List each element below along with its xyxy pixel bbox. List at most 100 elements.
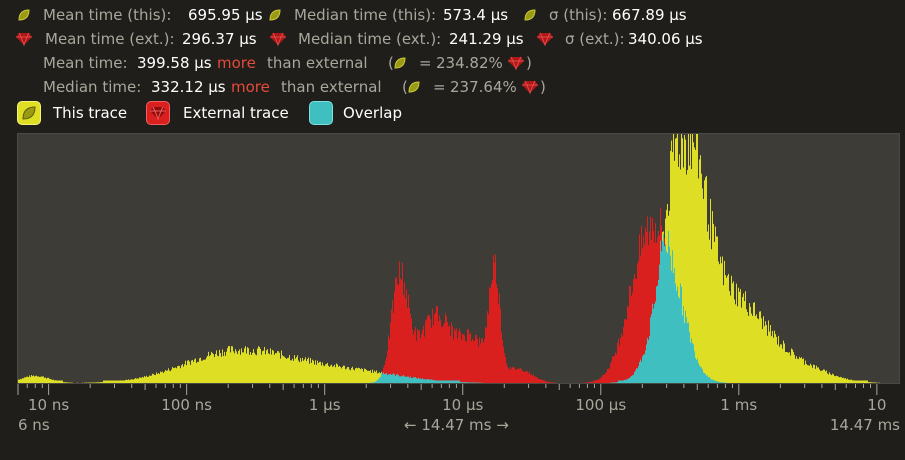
bar-overlap [386,373,387,383]
bar-external [468,329,469,383]
bar-external [642,248,643,383]
bar-this [338,366,339,383]
bar-this [46,378,47,383]
bar-this [683,167,684,383]
bar-overlap [429,379,430,383]
bar-this [191,360,192,383]
bar-this [741,307,742,383]
legend-overlap-swatch[interactable] [309,101,333,125]
bar-external [520,367,521,383]
bar-overlap [686,317,687,383]
bar-this [99,382,100,383]
series-this-trace [18,134,880,383]
bar-external [593,381,594,383]
bar-this [328,365,329,383]
bar-this [138,378,139,383]
bar-overlap [640,359,641,383]
bar-this [775,334,776,383]
bar-overlap [692,343,693,383]
bar-this [110,380,111,383]
bar-overlap [409,377,410,383]
bar-this [797,358,798,383]
bar-external [470,332,471,383]
bar-overlap [639,361,640,383]
bar-external [512,366,513,383]
bar-this [730,295,731,383]
bar-overlap [419,378,420,383]
bar-this [783,340,784,383]
bar-overlap [458,380,459,383]
leaf-icon [22,106,36,120]
bar-external [591,381,592,383]
bar-this [745,291,746,383]
bar-this [251,354,252,383]
bar-this [186,365,187,383]
bar-external [521,369,522,383]
bar-this [95,382,96,383]
bar-overlap [700,366,701,383]
bar-this [262,351,263,383]
bar-this [280,358,281,383]
bar-this [256,355,257,383]
bar-this [769,331,770,383]
bar-overlap [708,377,709,383]
bar-this [120,380,121,383]
bar-overlap [647,337,648,383]
mean-diff-label: Mean time: [43,54,128,72]
bar-external [519,368,520,383]
bar-external [451,321,452,383]
bar-this [784,343,785,383]
bar-this [870,382,871,383]
bar-this [861,380,862,383]
bar-external [486,327,487,383]
bar-this [739,291,740,383]
bar-this [37,376,38,383]
bar-this [766,325,767,383]
bar-this [145,376,146,383]
bar-overlap [634,371,635,383]
bar-this [107,380,108,383]
bar-overlap [430,379,431,383]
bar-this [39,376,40,383]
bar-this [208,351,209,383]
bar-overlap [685,310,686,383]
bar-external [464,335,465,383]
bar-this [153,373,154,383]
bar-external [602,374,603,383]
bar-overlap [439,380,440,383]
bar-this [113,380,114,383]
bar-this [19,379,20,383]
bar-this [41,376,42,383]
bar-this [852,380,853,383]
bar-this [704,180,705,383]
bar-overlap [694,351,695,383]
bar-this [341,368,342,383]
bar-this [279,352,280,383]
bar-overlap [447,380,448,383]
legend-this-swatch[interactable] [17,101,41,125]
bar-overlap [651,313,652,383]
bar-this [55,380,56,383]
bar-this [748,315,749,383]
legend-external-swatch[interactable] [146,101,170,125]
bar-overlap [618,380,619,383]
bar-external [634,274,635,383]
bar-overlap [697,358,698,383]
x-tick-label: 10 μs [442,396,484,414]
bar-this [845,378,846,383]
bar-external [510,366,511,383]
histogram-plot[interactable] [17,133,900,384]
bar-this [180,368,181,383]
bar-this [827,373,828,383]
bar-this [147,377,148,383]
bar-external [532,375,533,383]
bar-external [540,379,541,383]
bar-this [365,369,366,383]
bar-this [713,223,714,383]
bar-external [531,374,532,383]
bar-this [696,134,697,383]
bar-this [104,380,105,383]
bar-external [588,382,589,383]
bar-this [732,283,733,383]
bar-external [465,340,466,383]
